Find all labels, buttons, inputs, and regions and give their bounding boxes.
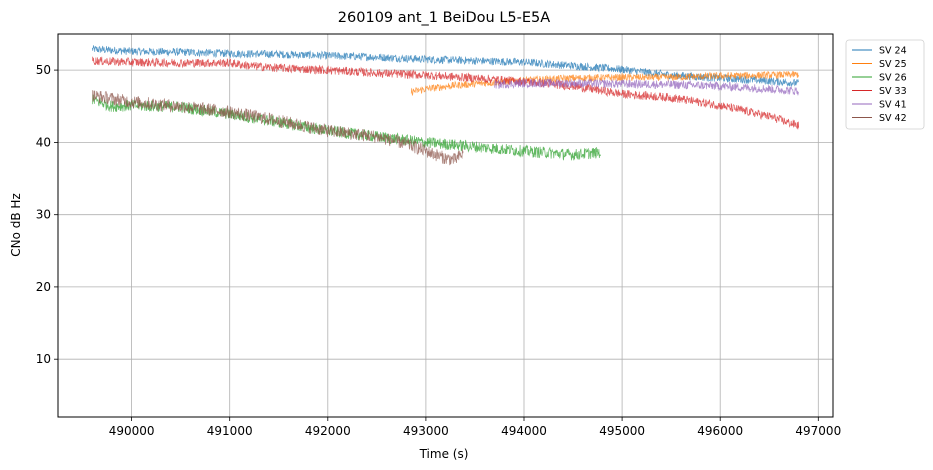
series-line-sv-41 [494, 78, 800, 96]
legend-label: SV 24 [879, 46, 907, 57]
x-tick-label: 497000 [795, 424, 841, 438]
grid [58, 34, 833, 417]
series-line-sv-42 [91, 90, 464, 166]
series-line-sv-26 [91, 94, 601, 161]
y-tick-label: 50 [36, 63, 51, 77]
legend-label: SV 42 [879, 113, 907, 124]
series-layer [91, 45, 800, 166]
y-tick-label: 40 [36, 135, 51, 149]
plot-frame [57, 33, 834, 418]
x-tick-label: 494000 [501, 424, 547, 438]
legend: SV 24 SV 25 SV 26 SV 33 SV 41 SV 42 [845, 39, 925, 130]
x-tick-label: 491000 [207, 424, 253, 438]
x-tick-label: 493000 [403, 424, 449, 438]
ticks: 490000 491000 492000 493000 494000 495000 4960… [36, 63, 841, 438]
series-line-sv-33 [91, 56, 800, 130]
chart-title: 260109 ant_1 BeiDou L5-E5A [338, 10, 550, 26]
x-tick-label: 490000 [109, 424, 155, 438]
x-tick-label: 495000 [599, 424, 645, 438]
x-tick-label: 492000 [305, 424, 351, 438]
y-tick-label: 20 [36, 280, 51, 294]
y-axis-label: CNo dB Hz [9, 193, 23, 257]
legend-label: SV 25 [879, 59, 907, 70]
legend-label: SV 33 [879, 86, 907, 97]
legend-label: SV 41 [879, 100, 907, 111]
series-line-sv-25 [410, 70, 799, 97]
y-tick-label: 10 [36, 352, 51, 366]
x-tick-label: 496000 [697, 424, 743, 438]
y-tick-label: 30 [36, 208, 51, 222]
legend-label: SV 26 [879, 73, 907, 84]
legend-box [845, 39, 925, 130]
x-axis-label: Time (s) [419, 447, 469, 461]
